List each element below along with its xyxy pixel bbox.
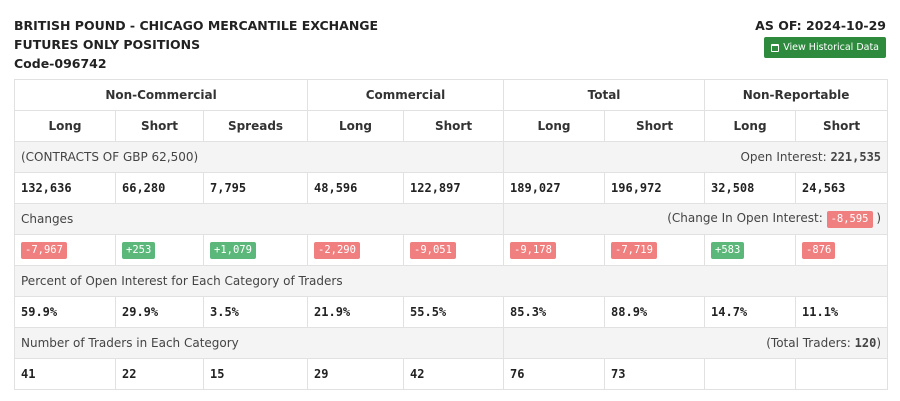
change-cell: -2,290 <box>307 234 405 266</box>
traders-label-row: Number of Traders in Each Category (Tota… <box>13 327 889 359</box>
subheader-cell: Long <box>307 110 405 142</box>
group-commercial: Commercial <box>307 79 505 111</box>
percent-cell: 85.3% <box>503 296 606 328</box>
position-cell: 48,596 <box>307 172 405 204</box>
change-badge-negative: -9,178 <box>510 241 556 259</box>
traders-cell: 15 <box>202 358 309 390</box>
percent-label: Percent of Open Interest for Each Catego… <box>13 265 889 297</box>
position-cell: 24,563 <box>795 172 889 204</box>
open-interest-value: 221,535 <box>830 150 882 164</box>
view-historical-data-label: View Historical Data <box>783 42 879 53</box>
percent-cell: 55.5% <box>403 296 505 328</box>
total-traders-value: 120 <box>854 336 877 350</box>
position-cell: 196,972 <box>604 172 706 204</box>
percent-cell: 29.9% <box>115 296 204 328</box>
change-cell: -9,051 <box>403 234 505 266</box>
change-badge-negative: -2,290 <box>314 241 360 259</box>
change-cell: +1,079 <box>202 234 309 266</box>
changes-label: Changes <box>13 203 505 235</box>
subheader-cell: Short <box>795 110 889 142</box>
total-traders-close: ) <box>876 336 882 350</box>
contract-code: Code-096742 <box>14 56 107 71</box>
percent-cell: 88.9% <box>604 296 706 328</box>
position-cell: 189,027 <box>503 172 606 204</box>
view-historical-data-button[interactable]: View Historical Data <box>764 37 886 58</box>
subheader-cell: Long <box>14 110 116 142</box>
position-cell: 132,636 <box>14 172 116 204</box>
traders-cell <box>704 358 797 390</box>
group-header-row: Non-Commercial Commercial Total Non-Repo… <box>13 79 889 111</box>
percent-cell: 59.9% <box>14 296 116 328</box>
subheader-cell: Long <box>704 110 797 142</box>
change-badge-negative: -876 <box>802 241 836 259</box>
traders-cell: 73 <box>604 358 706 390</box>
traders-cell <box>795 358 889 390</box>
contracts-label-row: (CONTRACTS OF GBP 62,500) Open Interest:… <box>13 141 889 173</box>
percent-cell: 3.5% <box>202 296 309 328</box>
subheader-cell: Short <box>115 110 204 142</box>
header-right: AS OF: 2024-10-29 View Historical Data <box>755 16 886 58</box>
change-badge-negative: -9,051 <box>410 241 456 259</box>
change-cell: -7,719 <box>604 234 706 266</box>
change-badge-negative: -7,967 <box>21 241 67 259</box>
contracts-label: (CONTRACTS OF GBP 62,500) <box>13 141 505 173</box>
change-cell: +583 <box>704 234 797 266</box>
percent-cell: 14.7% <box>704 296 797 328</box>
change-open-interest-badge: -8,595 <box>826 210 873 228</box>
change-badge-positive: +253 <box>122 241 156 259</box>
change-cell: -9,178 <box>503 234 606 266</box>
subheader-cell: Short <box>403 110 505 142</box>
traders-cell: 76 <box>503 358 606 390</box>
percent-cell: 11.1% <box>795 296 889 328</box>
traders-cell: 41 <box>14 358 116 390</box>
change-cell: +253 <box>115 234 204 266</box>
traders-row: 41 22 15 29 42 76 73 <box>14 358 889 390</box>
position-cell: 122,897 <box>403 172 505 204</box>
position-cell: 32,508 <box>704 172 797 204</box>
traders-cell: 22 <box>115 358 204 390</box>
positions-row: 132,636 66,280 7,795 48,596 122,897 189,… <box>14 172 889 204</box>
group-non-reportable: Non-Reportable <box>704 79 889 111</box>
change-cell: -7,967 <box>14 234 116 266</box>
traders-cell: 29 <box>307 358 405 390</box>
traders-label: Number of Traders in Each Category <box>13 327 505 359</box>
change-open-interest: (Change In Open Interest: -8,595 ) <box>503 203 889 235</box>
traders-cell: 42 <box>403 358 505 390</box>
group-total: Total <box>503 79 706 111</box>
open-interest-label: Open Interest: <box>740 150 827 164</box>
position-cell: 66,280 <box>115 172 204 204</box>
subheader-row: Long Short Spreads Long Short Long Short… <box>14 110 889 142</box>
report-title: BRITISH POUND - CHICAGO MERCANTILE EXCHA… <box>14 16 378 73</box>
cot-positions-table: Non-Commercial Commercial Total Non-Repo… <box>13 79 889 390</box>
percent-row: 59.9% 29.9% 3.5% 21.9% 55.5% 85.3% 88.9%… <box>14 296 889 328</box>
change-badge-negative: -7,719 <box>611 241 657 259</box>
calendar-icon <box>771 43 780 52</box>
total-traders: (Total Traders: 120) <box>503 327 889 359</box>
subheader-cell: Long <box>503 110 606 142</box>
as-of-date: AS OF: 2024-10-29 <box>755 18 886 33</box>
change-open-interest-label: (Change In Open Interest: <box>667 210 823 225</box>
title-line-1: BRITISH POUND - CHICAGO MERCANTILE EXCHA… <box>14 18 379 33</box>
open-interest: Open Interest: 221,535 <box>503 141 889 173</box>
position-cell: 7,795 <box>202 172 309 204</box>
change-badge-positive: +1,079 <box>210 241 256 259</box>
title-line-2: FUTURES ONLY POSITIONS <box>14 37 201 52</box>
total-traders-label: (Total Traders: <box>766 336 851 350</box>
subheader-cell: Short <box>604 110 706 142</box>
change-badge-positive: +583 <box>711 241 745 259</box>
changes-row: -7,967 +253 +1,079 -2,290 -9,051 -9,178 … <box>14 234 889 266</box>
group-non-commercial: Non-Commercial <box>13 79 309 111</box>
percent-cell: 21.9% <box>307 296 405 328</box>
changes-label-row: Changes (Change In Open Interest: -8,595… <box>13 203 889 235</box>
subheader-cell: Spreads <box>202 110 309 142</box>
change-cell: -876 <box>795 234 889 266</box>
percent-label-row: Percent of Open Interest for Each Catego… <box>13 265 889 297</box>
change-open-interest-close: ) <box>876 210 882 225</box>
